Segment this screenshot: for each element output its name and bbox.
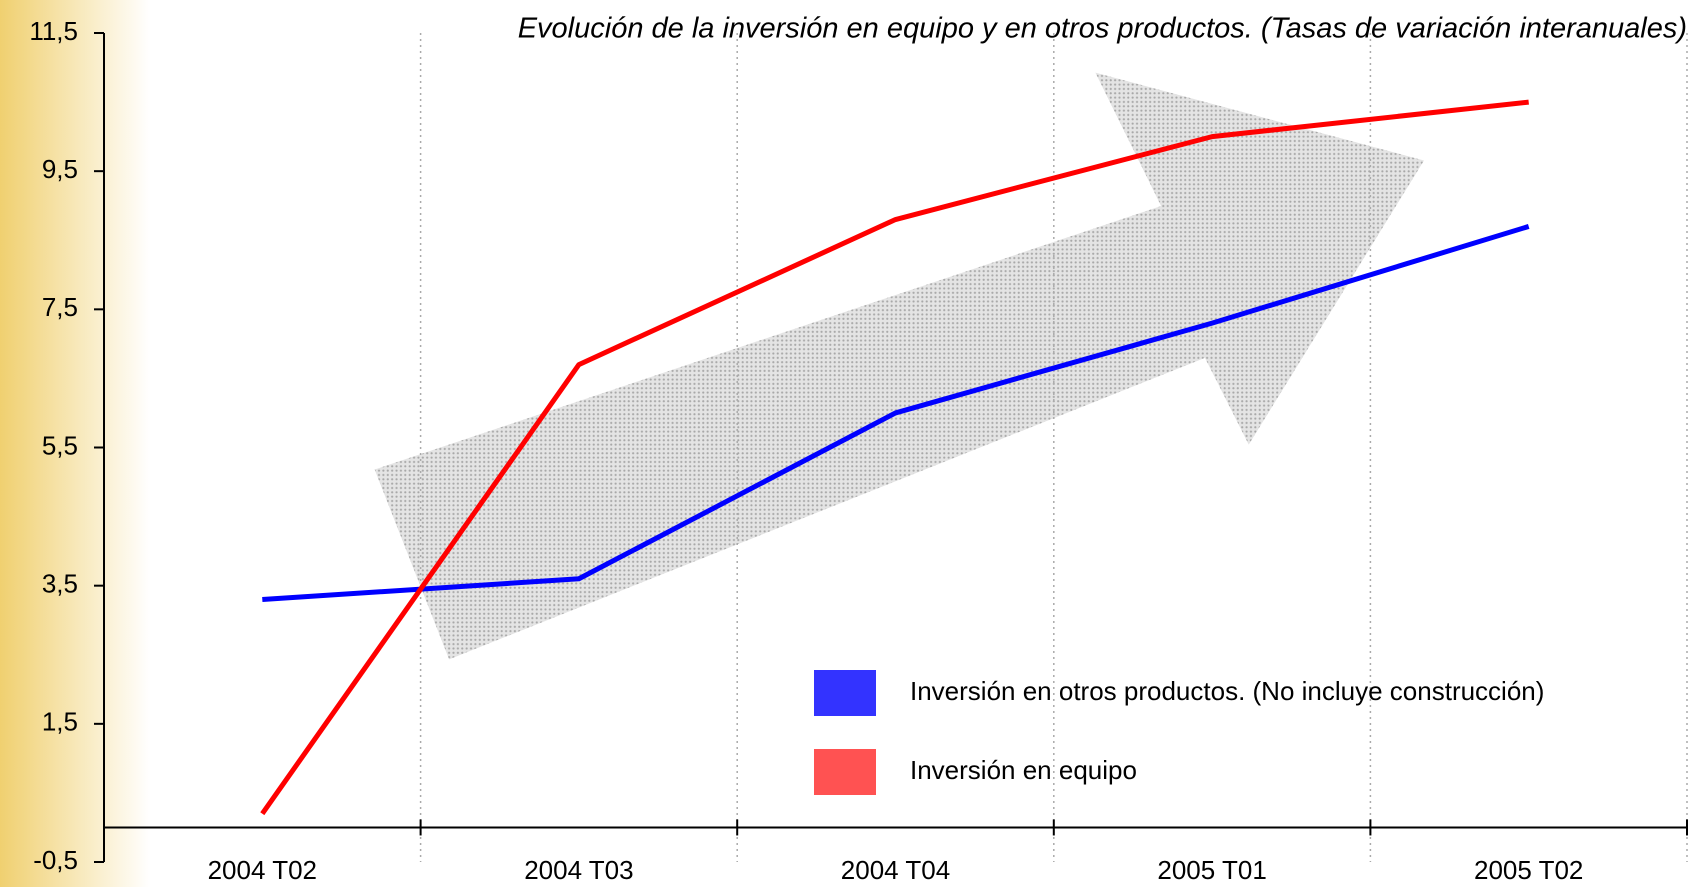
trend-arrow	[375, 73, 1424, 660]
y-tick-label: 5,5	[42, 430, 78, 460]
x-tick-label: 2004 T03	[524, 855, 633, 885]
chart-title: Evolución de la inversión en equipo y en…	[518, 13, 1687, 45]
y-tick-label: 7,5	[42, 292, 78, 322]
x-tick-label: 2005 T02	[1474, 855, 1583, 885]
y-tick-label: 3,5	[42, 569, 78, 599]
y-tick-label: 11,5	[29, 16, 78, 46]
legend-label: Inversión en otros productos. (No incluy…	[910, 676, 1544, 706]
page: {"chart_data": {"type": "line", "title":…	[0, 0, 1700, 887]
x-tick-label: 2005 T01	[1157, 855, 1266, 885]
x-tick-label: 2004 T02	[208, 855, 317, 885]
x-tick-label: 2004 T04	[841, 855, 950, 885]
y-tick-label: -0,5	[33, 845, 78, 875]
y-tick-label: 1,5	[42, 707, 78, 737]
legend-label: Inversión en equipo	[910, 755, 1137, 785]
legend-swatch	[814, 749, 876, 795]
legend-swatch	[814, 670, 876, 716]
chart: Evolución de la inversión en equipo y en…	[0, 0, 1700, 887]
y-tick-label: 9,5	[42, 154, 78, 184]
